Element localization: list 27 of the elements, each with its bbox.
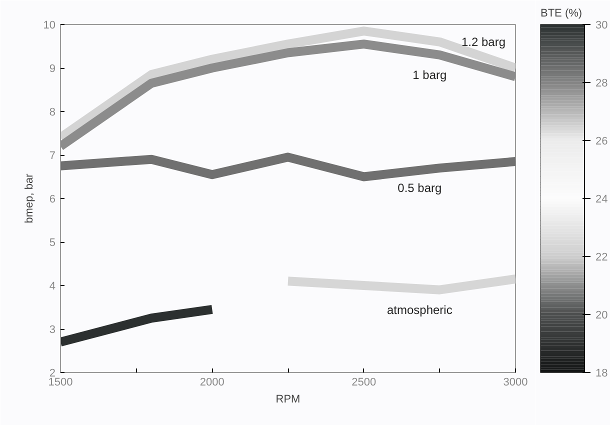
x-tick-label: 3000 bbox=[503, 376, 528, 388]
color-bar-label: 18 bbox=[596, 368, 608, 380]
y-tick-label: 4 bbox=[49, 280, 56, 292]
y-tick-label: 5 bbox=[49, 237, 56, 249]
color-bar-title: BTE (%) bbox=[540, 8, 582, 20]
y-tick-label: 3 bbox=[49, 324, 56, 336]
color-bar-label: 24 bbox=[596, 194, 608, 206]
x-axis-title: RPM bbox=[276, 394, 300, 406]
series-label: 0.5 barg bbox=[398, 181, 442, 196]
color-bar-label: 26 bbox=[596, 136, 608, 148]
x-tick-label: 2000 bbox=[200, 376, 224, 388]
x-tick-label: 1500 bbox=[48, 376, 73, 388]
y-tick-label: 8 bbox=[49, 106, 56, 118]
color-bar-label: 28 bbox=[596, 78, 608, 90]
y-tick-label: 10 bbox=[43, 20, 56, 32]
y-tick-label: 7 bbox=[49, 150, 56, 162]
y-tick-label: 2 bbox=[49, 368, 56, 380]
series-label: atmospheric bbox=[386, 302, 452, 317]
color-bar-label: 30 bbox=[596, 20, 608, 32]
color-bar-label: 20 bbox=[596, 310, 608, 322]
y-tick-label: 9 bbox=[49, 63, 56, 75]
series-label: 1.2 barg bbox=[461, 35, 506, 49]
color-bar-label: 22 bbox=[596, 252, 608, 264]
series-label: 1 barg bbox=[412, 68, 447, 82]
x-tick-label: 2500 bbox=[352, 376, 376, 388]
y-tick-label: 6 bbox=[49, 194, 56, 206]
y-axis-title: bmep, bar bbox=[23, 173, 36, 224]
